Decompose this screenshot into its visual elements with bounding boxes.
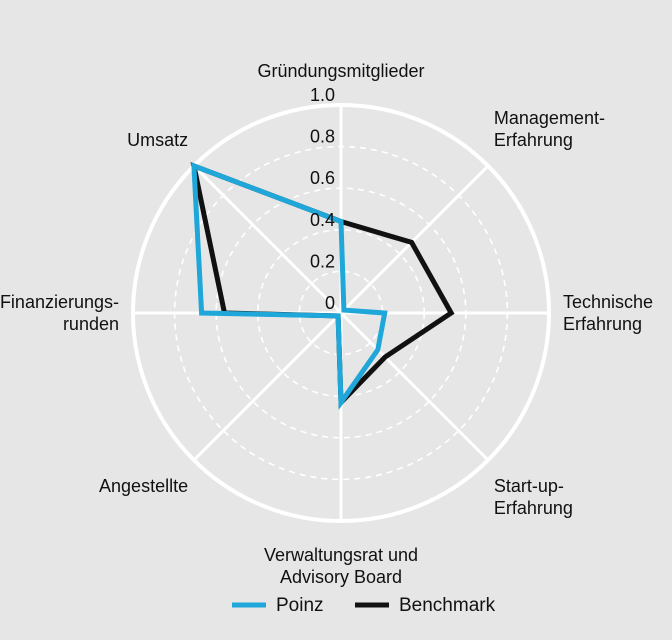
legend: Poinz Benchmark xyxy=(232,595,496,616)
legend-label-benchmark: Benchmark xyxy=(399,595,496,616)
grid-spoke-8 xyxy=(192,164,343,315)
legend-label-poinz: Poinz xyxy=(276,595,324,616)
axis-label: Angestellte xyxy=(99,476,188,496)
axis-label: Finanzierungs-runden xyxy=(0,292,119,334)
tick-label: 0.6 xyxy=(310,168,335,188)
series-group xyxy=(190,161,455,410)
series-line-benchmark xyxy=(190,161,455,409)
tick-label: 0.2 xyxy=(310,251,335,271)
axis-label: Management-Erfahrung xyxy=(494,108,605,150)
tick-label: 0.8 xyxy=(310,127,335,147)
grid-spoke-2 xyxy=(339,164,490,315)
axis-label: Start-up-Erfahrung xyxy=(494,476,573,518)
series-line-poinz xyxy=(191,162,388,410)
axis-label: Umsatz xyxy=(127,130,188,150)
tick-labels: 0 0.2 0.4 0.6 0.8 1.0 xyxy=(310,85,335,313)
axis-labels: Gründungsmitglieder Management-Erfahrung T… xyxy=(0,61,653,587)
tick-label: 1.0 xyxy=(310,85,335,105)
grid-spoke-6 xyxy=(192,311,343,462)
axis-label: Gründungsmitglieder xyxy=(257,61,424,81)
tick-label: 0.4 xyxy=(310,210,335,230)
axis-label: Technische Erfahrung xyxy=(563,292,653,334)
grid-spoke-4 xyxy=(339,311,490,462)
axis-label: Verwaltungsrat und Advisory Board xyxy=(264,545,418,587)
tick-label: 0 xyxy=(325,293,335,313)
